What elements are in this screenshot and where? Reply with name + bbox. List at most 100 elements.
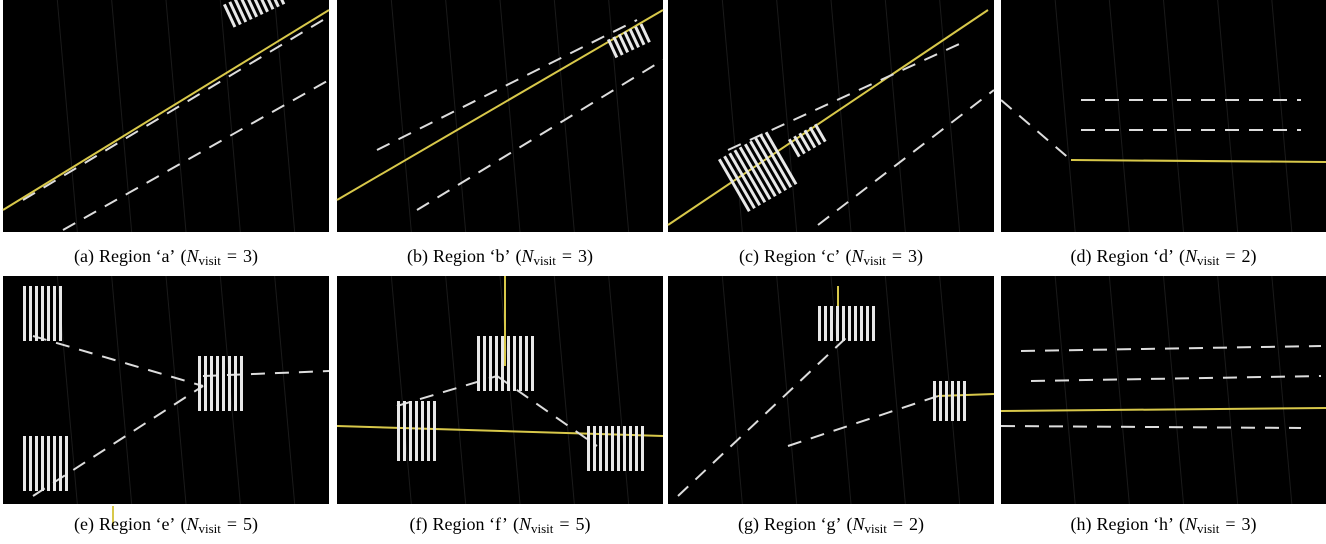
caption-equals: = xyxy=(227,246,237,266)
crosswalk-stripe xyxy=(933,381,936,421)
caption-equals: = xyxy=(893,514,903,534)
caption-variable: N xyxy=(185,514,199,534)
caption-count: 3 xyxy=(908,246,917,266)
crosswalk-stripe xyxy=(939,381,942,421)
crosswalk-stripe xyxy=(836,306,839,341)
crosswalk-stripe xyxy=(216,356,219,411)
panel-image xyxy=(337,276,663,504)
crosswalk-stripe xyxy=(963,381,966,421)
crosswalk-stripe xyxy=(635,426,638,471)
caption-variable: N xyxy=(851,514,865,534)
crosswalk-stripe xyxy=(41,286,44,341)
image-background xyxy=(1001,276,1326,504)
panel-image xyxy=(3,276,329,526)
crosswalk-stripe xyxy=(409,401,412,461)
caption-region: Region ‘d’ xyxy=(1096,246,1173,266)
crosswalk-stripe xyxy=(617,426,620,471)
caption-variable: N xyxy=(1184,246,1198,266)
caption: (h)Region ‘h’(Nvisit=3) xyxy=(1070,514,1256,536)
crosswalk-stripe xyxy=(531,336,534,391)
crosswalk-stripe xyxy=(957,381,960,421)
caption-close: ) xyxy=(587,246,593,267)
crosswalk-stripe xyxy=(951,381,954,421)
crosswalk-stripe xyxy=(415,401,418,461)
caption-close: ) xyxy=(585,514,591,535)
crosswalk-stripe xyxy=(495,336,498,391)
crosswalk-stripe xyxy=(824,306,827,341)
crosswalk-stripe xyxy=(593,426,596,471)
caption-label: (f) xyxy=(409,514,427,535)
caption-count: 2 xyxy=(909,514,918,534)
crosswalk-stripe xyxy=(23,436,26,491)
caption-close: ) xyxy=(1251,514,1257,535)
crosswalk-stripe xyxy=(872,306,875,341)
crosswalk-stripe xyxy=(427,401,430,461)
panel-image xyxy=(668,0,994,232)
caption-count: 3 xyxy=(1242,514,1251,534)
caption-equals: = xyxy=(1225,514,1235,534)
panel-image xyxy=(1001,0,1326,232)
crosswalk-stripe xyxy=(59,286,62,341)
caption: (f)Region ‘f’(Nvisit=5) xyxy=(409,514,590,536)
panel-image xyxy=(3,0,329,232)
panel-image xyxy=(668,276,994,504)
caption-label: (d) xyxy=(1070,246,1091,267)
caption-subscript: visit xyxy=(531,521,554,536)
caption-equals: = xyxy=(562,246,572,266)
caption-variable: N xyxy=(520,246,534,266)
caption-count: 5 xyxy=(243,514,252,534)
caption-label: (c) xyxy=(739,246,759,267)
caption: (b)Region ‘b’(Nvisit=3) xyxy=(407,246,593,268)
crosswalk-stripe xyxy=(47,436,50,491)
crosswalk-stripe xyxy=(519,336,522,391)
caption-subscript: visit xyxy=(1197,521,1220,536)
caption-label: (h) xyxy=(1070,514,1091,535)
crosswalk-stripe xyxy=(204,356,207,411)
crosswalk-stripe xyxy=(234,356,237,411)
crosswalk-stripe xyxy=(397,401,400,461)
crosswalk-stripe xyxy=(641,426,644,471)
crosswalk-stripe xyxy=(421,401,424,461)
crosswalk-stripe xyxy=(830,306,833,341)
crosswalk-stripe xyxy=(945,381,948,421)
panel-image xyxy=(1001,276,1326,504)
caption-count: 2 xyxy=(1242,246,1251,266)
caption-count: 3 xyxy=(243,246,252,266)
caption-variable: N xyxy=(850,246,864,266)
caption-equals: = xyxy=(1225,246,1235,266)
crosswalk-stripe xyxy=(489,336,492,391)
caption-subscript: visit xyxy=(863,253,886,268)
crosswalk-stripe xyxy=(29,286,32,341)
image-background xyxy=(1001,0,1326,232)
caption-region: Region ‘e’ xyxy=(99,514,175,534)
crosswalk-stripe xyxy=(35,436,38,491)
crosswalk-stripe xyxy=(629,426,632,471)
caption: (d)Region ‘d’(Nvisit=2) xyxy=(1070,246,1256,268)
caption: (a)Region ‘a’(Nvisit=3) xyxy=(74,246,258,268)
crosswalk-stripe xyxy=(525,336,528,391)
caption-close: ) xyxy=(1251,246,1257,267)
caption-subscript: visit xyxy=(1197,253,1220,268)
crosswalk-stripe xyxy=(483,336,486,391)
caption-variable: N xyxy=(185,246,199,266)
crosswalk-stripe xyxy=(433,401,436,461)
crosswalk-stripe xyxy=(477,336,480,391)
caption-count: 5 xyxy=(576,514,585,534)
caption-region: Region ‘a’ xyxy=(99,246,175,266)
crosswalk-stripe xyxy=(240,356,243,411)
crosswalk-stripe xyxy=(210,356,213,411)
caption-close: ) xyxy=(918,514,924,535)
crosswalk-stripe xyxy=(860,306,863,341)
caption: (g)Region ‘g’(Nvisit=2) xyxy=(738,514,924,536)
crosswalk-stripe xyxy=(623,426,626,471)
crosswalk-stripe xyxy=(198,356,201,411)
panel-image xyxy=(337,0,663,232)
caption-subscript: visit xyxy=(864,521,887,536)
crosswalk-stripe xyxy=(501,336,504,391)
caption-variable: N xyxy=(1184,514,1198,534)
crosswalk-stripe xyxy=(403,401,406,461)
caption-subscript: visit xyxy=(198,253,221,268)
image-background xyxy=(337,276,663,504)
image-background xyxy=(337,0,663,232)
caption-equals: = xyxy=(227,514,237,534)
